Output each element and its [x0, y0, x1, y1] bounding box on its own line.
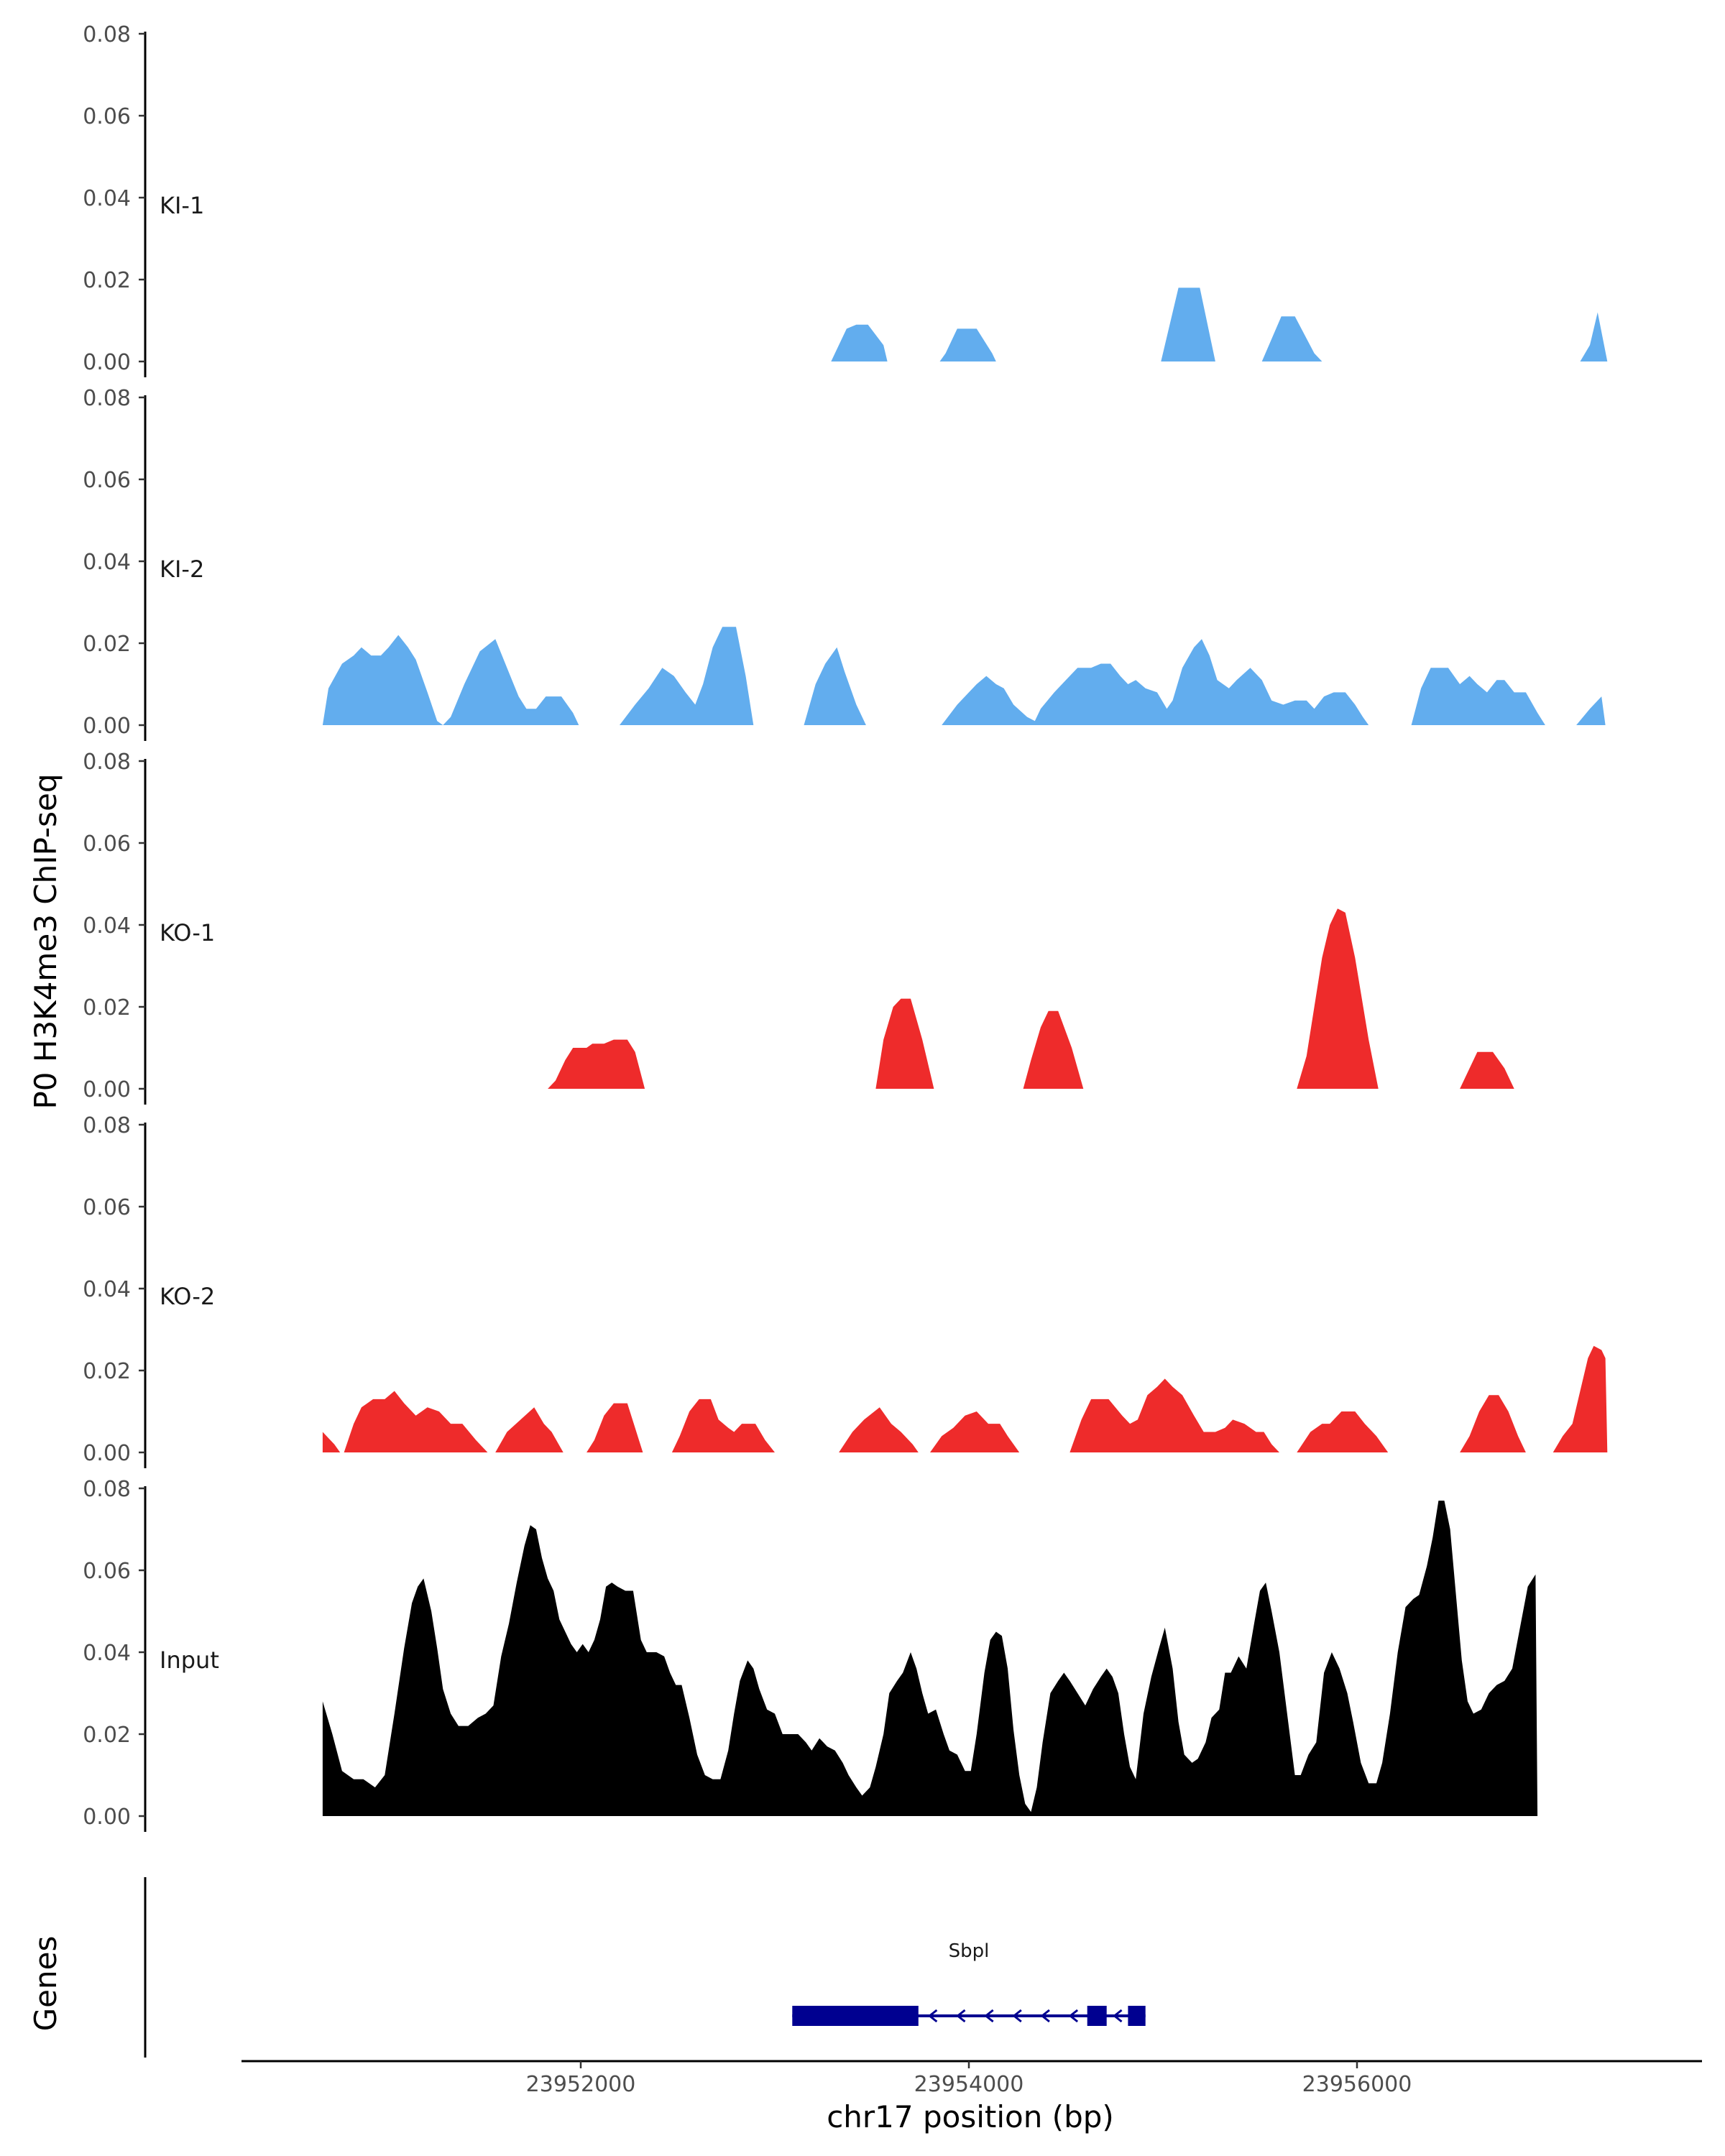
y-axis-title: P0 H3K4me3 ChIP-seq — [28, 773, 63, 1109]
strand-arrow — [927, 2009, 938, 2023]
strand-arrow — [984, 2009, 994, 2023]
y-tick-label: 0.00 — [83, 1077, 131, 1102]
y-tick-label: 0.06 — [83, 1195, 131, 1220]
y-tick-label: 0.04 — [83, 913, 131, 939]
track-label-ko-2: KO-2 — [160, 1283, 215, 1310]
y-tick-label: 0.08 — [83, 750, 131, 775]
track-ko-1: 0.00 0.02 0.04 0.06 0.08 KO-1 — [83, 750, 1514, 1105]
y-tick-label: 0.08 — [83, 386, 131, 411]
track-label-ki-1: KI-1 — [160, 192, 204, 219]
gene-exon — [1087, 2006, 1107, 2026]
y-tick-label: 0.04 — [83, 1277, 131, 1302]
y-tick-label: 0.06 — [83, 104, 131, 129]
track-input: 0.00 0.02 0.04 0.06 0.08 Input — [83, 1477, 1538, 1832]
gene-exon — [1128, 2006, 1146, 2026]
track-label-ko-1: KO-1 — [160, 919, 215, 946]
y-tick-label: 0.00 — [83, 350, 131, 375]
y-tick-label: 0.06 — [83, 1559, 131, 1584]
y-tick-label: 0.00 — [83, 1805, 131, 1830]
y-tick-label: 0.02 — [83, 995, 131, 1021]
strand-arrow — [1068, 2009, 1079, 2023]
x-tick-label: 23954000 — [914, 2072, 1024, 2097]
signal-area-ki-2 — [322, 627, 1606, 725]
track-label-input: Input — [160, 1646, 219, 1674]
tracks-layer: 0.00 0.02 0.04 0.06 0.08 KI-1 0.00 0.02 0.04 0.06… — [83, 22, 1608, 1832]
strand-arrow — [1012, 2009, 1022, 2023]
signal-area-ko-1 — [548, 908, 1514, 1089]
track-ki-1: 0.00 0.02 0.04 0.06 0.08 KI-1 — [83, 22, 1608, 377]
y-tick-label: 0.04 — [83, 1641, 131, 1666]
strand-arrow — [1113, 2009, 1123, 2023]
strand-arrow — [1040, 2009, 1050, 2023]
gene-name-label: Sbpl — [949, 1940, 990, 1962]
y-tick-label: 0.08 — [83, 1113, 131, 1138]
y-tick-label: 0.08 — [83, 1477, 131, 1502]
genes-axis-title: Genes — [28, 1936, 63, 2032]
x-tick-label: 23956000 — [1302, 2072, 1412, 2097]
y-tick-label: 0.06 — [83, 831, 131, 857]
signal-area-ki-1 — [831, 287, 1608, 361]
y-tick-label: 0.02 — [83, 632, 131, 657]
track-label-ki-2: KI-2 — [160, 556, 204, 583]
signal-area-input — [322, 1501, 1538, 1816]
x-tick-label: 23952000 — [526, 2072, 636, 2097]
y-tick-label: 0.08 — [83, 22, 131, 47]
strand-arrow — [956, 2009, 966, 2023]
track-ko-2: 0.00 0.02 0.04 0.06 0.08 KO-2 — [83, 1113, 1608, 1468]
y-tick-label: 0.00 — [83, 1441, 131, 1466]
y-tick-label: 0.00 — [83, 714, 131, 739]
gene-track: Sbpl — [144, 1877, 1146, 2058]
y-tick-label: 0.04 — [83, 186, 131, 211]
gene-exon — [792, 2006, 919, 2026]
track-ki-2: 0.00 0.02 0.04 0.06 0.08 KI-2 — [83, 386, 1606, 741]
y-tick-label: 0.06 — [83, 468, 131, 493]
x-axis: 23952000 23954000 23956000 — [242, 2060, 1702, 2097]
y-tick-label: 0.02 — [83, 1723, 131, 1748]
signal-area-ko-2 — [322, 1345, 1608, 1452]
x-axis-title: chr17 position (bp) — [827, 2099, 1114, 2134]
y-tick-label: 0.02 — [83, 1359, 131, 1384]
y-tick-label: 0.02 — [83, 268, 131, 293]
y-tick-label: 0.04 — [83, 550, 131, 575]
